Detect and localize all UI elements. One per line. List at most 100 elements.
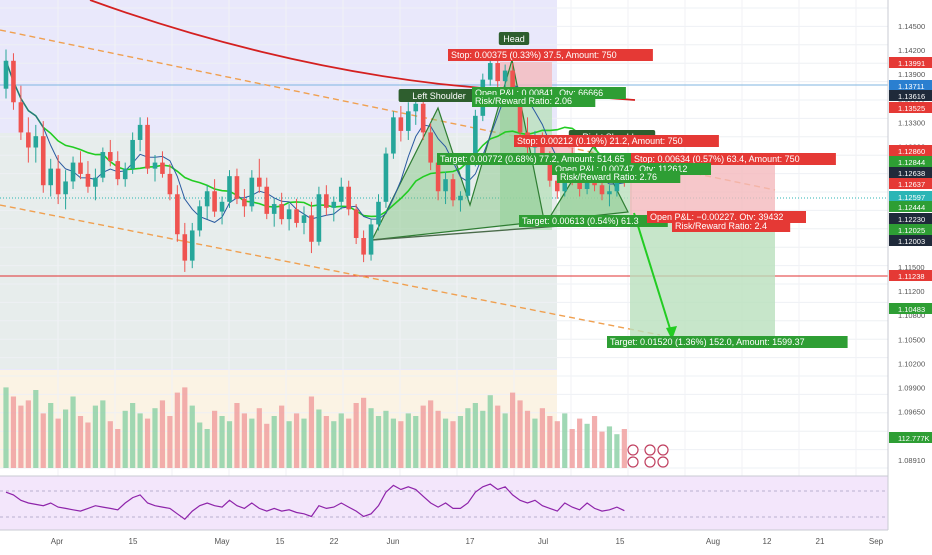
volume-bar (442, 418, 449, 468)
position-label-box (519, 215, 668, 227)
candle (234, 168, 240, 205)
candle (309, 201, 314, 254)
candle (443, 171, 448, 205)
position-label-text: Stop: 0.00375 (0.33%) 37.5, Amount: 750 (451, 50, 617, 60)
position-label: Risk/Reward Ratio: 2.4 (672, 220, 791, 232)
channel-upper-line (0, 29, 776, 191)
volume-bar (25, 400, 31, 468)
volume-bar (55, 418, 61, 468)
time-tick-label: 22 (330, 537, 339, 546)
volume-bar (18, 405, 24, 468)
candle-body (398, 117, 404, 131)
price-badge-text: 1.10483 (898, 305, 925, 314)
position-label: Stop: 0.00375 (0.33%) 37.5, Amount: 750 (448, 49, 653, 61)
candle (122, 162, 128, 187)
volume-bar (48, 403, 54, 468)
position-label: Risk/Reward Ratio: 2.76 (557, 171, 681, 183)
candle-body (599, 185, 605, 195)
highlight-zone-green (0, 133, 557, 369)
volume-bar (457, 416, 464, 468)
volume-bar (621, 429, 627, 468)
position-label: Stop: 0.00634 (0.57%) 63.4, Amount: 750 (631, 153, 836, 165)
candle (182, 222, 188, 272)
target-zone-short (630, 215, 775, 337)
price-badge: 112.777K (889, 432, 932, 443)
price-badge-text: 1.13711 (898, 82, 925, 91)
candle-body (3, 60, 9, 89)
price-badge-text: 1.12844 (898, 158, 925, 167)
candle-body (338, 186, 344, 202)
position-label: Target: 0.00613 (0.54%) 61.3 (519, 215, 668, 227)
candle-body (271, 204, 277, 214)
position-label: Stop: 0.00212 (0.19%) 21.2, Amount: 750 (514, 135, 719, 147)
position-label-text: Target: 0.01520 (1.36%) 152.0, Amount: 1… (610, 337, 805, 347)
price-badge: 1.13991 (889, 57, 932, 68)
price-badge-text: 1.12597 (898, 193, 925, 202)
candle (286, 204, 292, 231)
candle-body (93, 177, 98, 187)
volume-bar (189, 405, 195, 468)
price-tick-label: 1.14200 (898, 46, 925, 55)
pattern-label-text: Head (503, 34, 525, 44)
candle (271, 198, 277, 227)
volume-bar (219, 416, 225, 468)
volume-bar (100, 400, 106, 468)
candle (249, 170, 255, 212)
time-tick-label: Apr (51, 537, 64, 546)
price-badge-text: 1.12444 (898, 203, 925, 212)
candle-body (219, 201, 225, 212)
candle-body (406, 111, 411, 131)
volume-bar (10, 396, 17, 468)
position-label-box (672, 220, 791, 232)
candle-body (465, 161, 471, 196)
price-badge-box (889, 178, 932, 189)
volume-bar (562, 413, 568, 468)
candle (3, 49, 9, 99)
candle-body (443, 179, 448, 192)
candle-body (428, 132, 433, 163)
price-tick-label: 1.14500 (898, 22, 925, 31)
candle (338, 177, 344, 210)
candle-body (331, 201, 337, 208)
price-tick-label: 1.13300 (898, 118, 925, 127)
candle (55, 155, 61, 205)
candle-body (353, 209, 359, 238)
price-badge-box (889, 90, 932, 101)
candle (48, 158, 53, 197)
volume-bar (234, 403, 240, 468)
time-tick-label: 17 (466, 537, 475, 546)
candle (145, 117, 150, 174)
candle-body (301, 215, 307, 223)
candle (331, 196, 337, 222)
candle-body (510, 70, 515, 101)
candle (376, 194, 381, 231)
price-badge-box (889, 224, 932, 235)
price-tick-label: 1.10200 (898, 359, 925, 368)
candle-body (108, 152, 113, 162)
volume-bar (316, 409, 322, 468)
volume-bar (264, 423, 270, 468)
candle (428, 123, 433, 171)
rsi-line (5, 483, 625, 520)
price-badge-box (889, 201, 932, 212)
price-badge-text: 1.12638 (898, 169, 925, 178)
volume-bar (591, 416, 598, 468)
candle (160, 151, 165, 178)
candle (78, 151, 83, 180)
candle (391, 111, 396, 159)
candle-body (78, 162, 83, 174)
candle (70, 156, 76, 189)
candle-body (182, 234, 188, 261)
time-tick-label: Jul (538, 537, 548, 546)
event-marker (627, 444, 639, 456)
volume-bar (63, 409, 69, 468)
price-tick-label: 1.10500 (898, 335, 925, 344)
volume-bar (502, 413, 508, 468)
price-badge-box (889, 191, 932, 202)
candle-body (18, 102, 24, 133)
price-badge-box (889, 102, 932, 113)
candle (137, 117, 143, 152)
pattern-label-box (398, 89, 480, 102)
candle-body (85, 173, 91, 187)
